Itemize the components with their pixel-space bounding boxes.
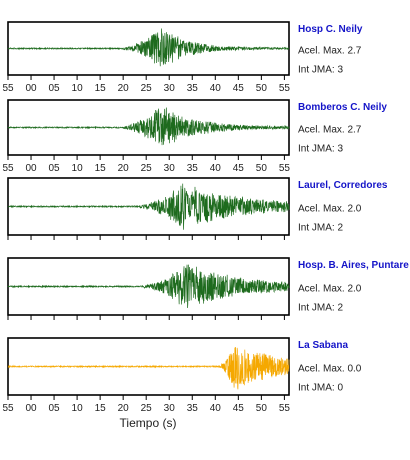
x-tick-label: 55 bbox=[2, 163, 14, 174]
x-tick-label: 20 bbox=[118, 163, 130, 174]
jma-intensity-label: Int JMA: 3 bbox=[298, 65, 343, 76]
x-tick-label: 50 bbox=[256, 83, 268, 94]
max-acceleration-label: Acel. Max. 2.0 bbox=[298, 204, 362, 215]
x-tick-label: 10 bbox=[72, 163, 84, 174]
x-tick-label: 50 bbox=[256, 403, 268, 414]
x-tick-label: 35 bbox=[187, 83, 199, 94]
x-tick-label: 00 bbox=[25, 163, 37, 174]
jma-intensity-label: Int JMA: 0 bbox=[298, 383, 343, 394]
seismogram-trace bbox=[7, 346, 290, 390]
x-tick-label: 15 bbox=[95, 403, 107, 414]
x-tick-label: 30 bbox=[164, 163, 176, 174]
x-tick-label: 05 bbox=[49, 163, 61, 174]
x-tick-label: 55 bbox=[279, 403, 291, 414]
x-tick-label: 15 bbox=[95, 163, 107, 174]
x-tick-label: 30 bbox=[164, 83, 176, 94]
x-tick-label: 55 bbox=[2, 403, 14, 414]
x-tick-label: 30 bbox=[164, 403, 176, 414]
station-name: La Sabana bbox=[298, 340, 348, 351]
seismogram-trace bbox=[7, 107, 290, 146]
x-tick-label: 10 bbox=[72, 83, 84, 94]
x-tick-label: 50 bbox=[256, 163, 268, 174]
x-tick-label: 45 bbox=[233, 403, 245, 414]
x-tick-label: 00 bbox=[25, 83, 37, 94]
x-tick-label: 45 bbox=[233, 163, 245, 174]
x-tick-label: 05 bbox=[49, 403, 61, 414]
x-tick-label: 35 bbox=[187, 163, 199, 174]
x-tick-label: 40 bbox=[210, 403, 222, 414]
jma-intensity-label: Int JMA: 3 bbox=[298, 144, 343, 155]
station-name: Hosp. B. Aires, Puntare bbox=[298, 260, 409, 271]
station-name: Hosp C. Neily bbox=[298, 24, 363, 35]
time-axes: 55 00 05 10 15 20 25 30 35 40 45 50 55 55 00 05 10 15 20 25… bbox=[2, 75, 290, 414]
x-tick-label: 55 bbox=[2, 83, 14, 94]
seismogram-trace bbox=[7, 28, 290, 67]
x-tick-label: 15 bbox=[95, 83, 107, 94]
x-tick-label: 00 bbox=[25, 403, 37, 414]
x-tick-label: 20 bbox=[118, 403, 130, 414]
max-acceleration-label: Acel. Max. 2.7 bbox=[298, 125, 362, 136]
x-tick-label: 55 bbox=[279, 83, 291, 94]
jma-intensity-label: Int JMA: 2 bbox=[298, 303, 343, 314]
max-acceleration-label: Acel. Max. 2.7 bbox=[298, 46, 362, 57]
x-tick-label: 20 bbox=[118, 83, 130, 94]
x-tick-label: 55 bbox=[279, 163, 291, 174]
seismogram-trace bbox=[7, 183, 290, 230]
jma-intensity-label: Int JMA: 2 bbox=[298, 223, 343, 234]
max-acceleration-label: Acel. Max. 2.0 bbox=[298, 284, 362, 295]
x-tick-label: 40 bbox=[210, 163, 222, 174]
x-tick-label: 35 bbox=[187, 403, 199, 414]
seismogram-panels: Hosp C. Neily Acel. Max. 2.7 Int JMA: 3 Bom… bbox=[7, 21, 409, 396]
x-tick-label: 10 bbox=[72, 403, 84, 414]
x-tick-label: 45 bbox=[233, 83, 245, 94]
x-tick-label: 40 bbox=[210, 83, 222, 94]
station-name: Bomberos C. Neily bbox=[298, 102, 387, 113]
x-tick-label: 25 bbox=[141, 163, 153, 174]
x-tick-label: 25 bbox=[141, 403, 153, 414]
max-acceleration-label: Acel. Max. 0.0 bbox=[298, 364, 362, 375]
x-tick-label: 25 bbox=[141, 83, 153, 94]
x-axis-title: Tiempo (s) bbox=[120, 416, 177, 430]
seismogram-trace bbox=[7, 264, 290, 308]
station-name: Laurel, Corredores bbox=[298, 180, 388, 191]
x-tick-label: 05 bbox=[49, 83, 61, 94]
